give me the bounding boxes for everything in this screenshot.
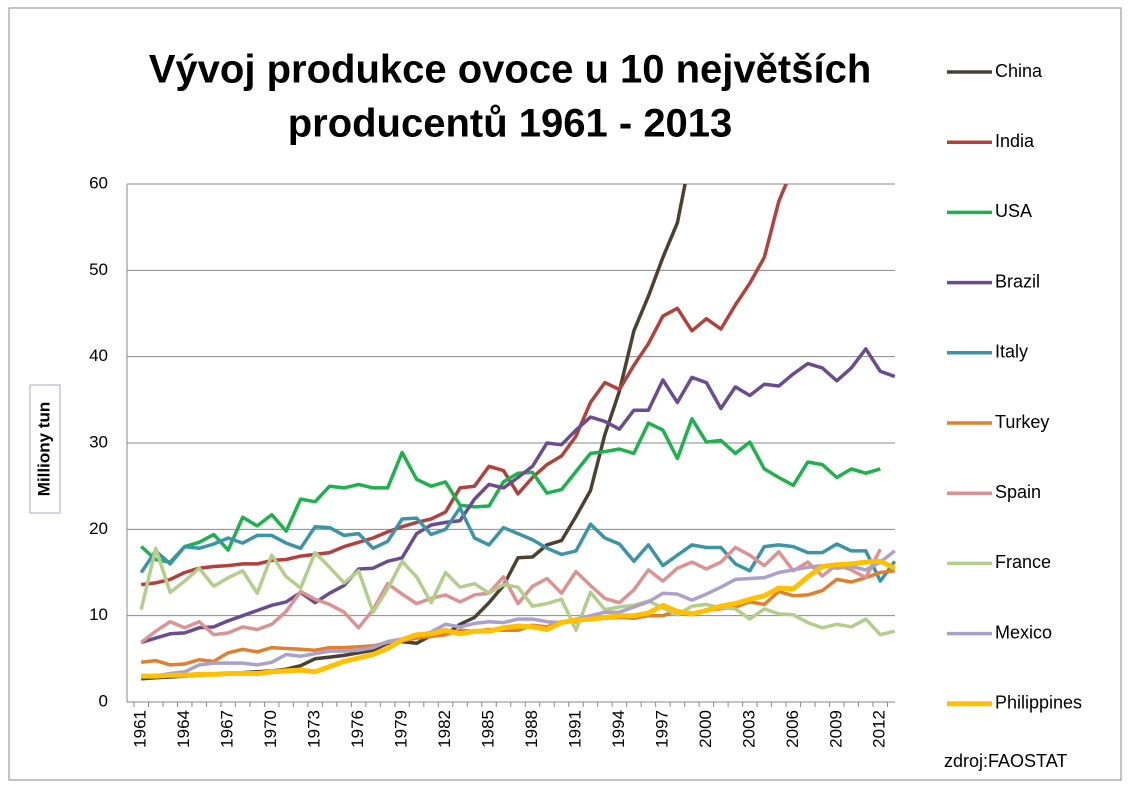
x-tick-label: 1994 [609, 710, 628, 748]
series-line [139, 546, 896, 637]
x-tick-label: 1985 [479, 710, 498, 748]
legend-label: China [995, 61, 1043, 81]
series-line [139, 506, 897, 583]
legend-label: Philippines [995, 693, 1082, 713]
y-tick-label: 50 [89, 260, 108, 279]
legend-label: Italy [995, 342, 1028, 362]
y-tick-label: 0 [99, 691, 108, 710]
x-tick-label: 1976 [348, 710, 367, 748]
series-line [141, 558, 896, 679]
legend-label: Brazil [995, 271, 1040, 291]
x-tick-label: 1991 [565, 710, 584, 748]
legend-label: France [995, 552, 1051, 572]
y-tick-label: 20 [89, 519, 108, 538]
x-tick-label: 2009 [826, 710, 845, 748]
series-line [140, 545, 882, 644]
x-tick-label: 1973 [305, 710, 324, 748]
series-line [140, 569, 896, 667]
x-tick-label: 2006 [783, 710, 802, 748]
plot-area [139, 184, 897, 681]
series-line [140, 184, 788, 587]
y-axis-label: Milliony tun [34, 402, 53, 496]
x-tick-label: 1982 [435, 710, 454, 748]
series-line [140, 417, 881, 564]
chart-title: Vývoj produkce ovoce u 10 největších [149, 48, 872, 92]
chart-frame [8, 7, 1122, 781]
legend-label: Mexico [995, 622, 1052, 642]
x-tick-label: 1961 [131, 710, 150, 748]
legend-label: Spain [995, 482, 1041, 502]
y-tick-label: 30 [89, 432, 108, 451]
series-line [141, 549, 896, 679]
x-tick-label: 1988 [522, 710, 541, 748]
x-tick-label: 1964 [174, 710, 193, 748]
legend-label: India [995, 131, 1035, 151]
x-tick-label: 1979 [392, 710, 411, 748]
source-note: zdroj:FAOSTAT [944, 751, 1067, 771]
y-tick-label: 40 [89, 346, 108, 365]
x-tick-label: 2003 [739, 710, 758, 748]
legend-label: USA [995, 201, 1032, 221]
chart-title: producentů 1961 - 2013 [288, 102, 733, 146]
legend-label: Turkey [995, 412, 1049, 432]
x-tick-label: 1967 [218, 710, 237, 748]
y-tick-label: 10 [89, 605, 108, 624]
series-line [140, 347, 896, 645]
x-tick-label: 2000 [696, 710, 715, 748]
y-tick-label: 60 [89, 173, 108, 192]
x-tick-label: 2012 [870, 710, 889, 748]
x-tick-label: 1997 [652, 710, 671, 748]
y-label-box [29, 384, 61, 514]
x-tick-label: 1970 [261, 710, 280, 748]
